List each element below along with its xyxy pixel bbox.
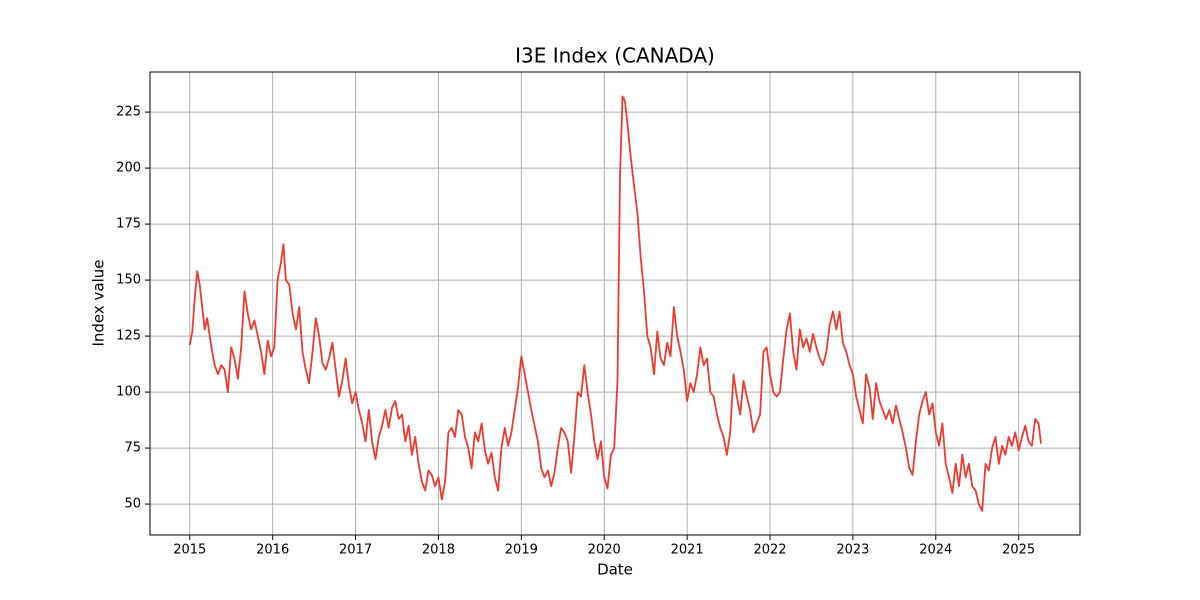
x-tick-label: 2024: [919, 543, 952, 558]
x-tick-label: 2022: [753, 543, 786, 558]
x-tick-label: 2016: [256, 543, 289, 558]
x-tick-label: 2021: [671, 543, 704, 558]
x-axis-label: Date: [597, 561, 633, 579]
x-tick-label: 2025: [1002, 543, 1035, 558]
x-tick-label: 2020: [588, 543, 621, 558]
y-tick-label: 175: [116, 217, 141, 232]
x-tick-label: 2018: [422, 543, 455, 558]
x-tick-label: 2015: [173, 543, 206, 558]
y-tick-label: 150: [116, 273, 141, 288]
x-tick-label: 2023: [836, 543, 869, 558]
x-tick-label: 2019: [505, 543, 538, 558]
x-tick-label: 2017: [339, 543, 372, 558]
y-tick-label: 100: [116, 385, 141, 400]
y-tick-label: 225: [116, 105, 141, 120]
y-tick-label: 200: [116, 161, 141, 176]
line: [188, 95, 1042, 512]
y-axis-label: Index value: [90, 259, 108, 346]
plot-frame: [149, 71, 1081, 536]
y-tick-label: 125: [116, 329, 141, 344]
chart-title: I3E Index (CANADA): [515, 44, 715, 68]
y-tick-label: 50: [124, 497, 141, 512]
y-tick-label: 75: [124, 441, 141, 456]
